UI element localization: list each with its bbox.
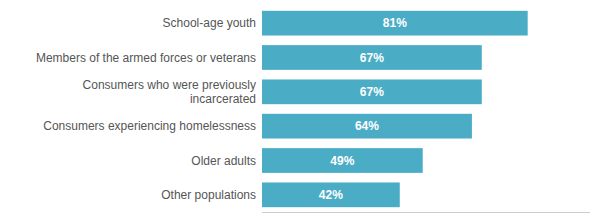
data-label: 64% xyxy=(355,119,379,133)
data-label: 42% xyxy=(319,188,343,202)
bar xyxy=(262,148,423,173)
bar xyxy=(262,114,472,139)
bar xyxy=(262,45,482,70)
category-label: Consumers who were previouslyincarcerate… xyxy=(83,78,256,106)
category-label: School-age youth xyxy=(163,16,256,30)
bar xyxy=(262,11,528,36)
data-label: 67% xyxy=(360,51,384,65)
category-label: Consumers experiencing homelessness xyxy=(43,119,256,133)
category-label: Members of the armed forces or veterans xyxy=(36,51,256,65)
data-label: 81% xyxy=(383,16,407,30)
category-label: Other populations xyxy=(161,188,256,202)
bars xyxy=(262,11,528,207)
data-label: 67% xyxy=(360,85,384,99)
chart-svg: 42% 49% 64% 67% 67% 81% Other populations Older… xyxy=(0,0,606,224)
bar xyxy=(262,182,400,207)
bar xyxy=(262,79,482,104)
x-axis-line xyxy=(262,212,590,213)
data-label: 49% xyxy=(330,154,354,168)
chart-container: 42% 49% 64% 67% 67% 81% Other populations Older… xyxy=(0,0,606,224)
category-label: Older adults xyxy=(191,154,256,168)
